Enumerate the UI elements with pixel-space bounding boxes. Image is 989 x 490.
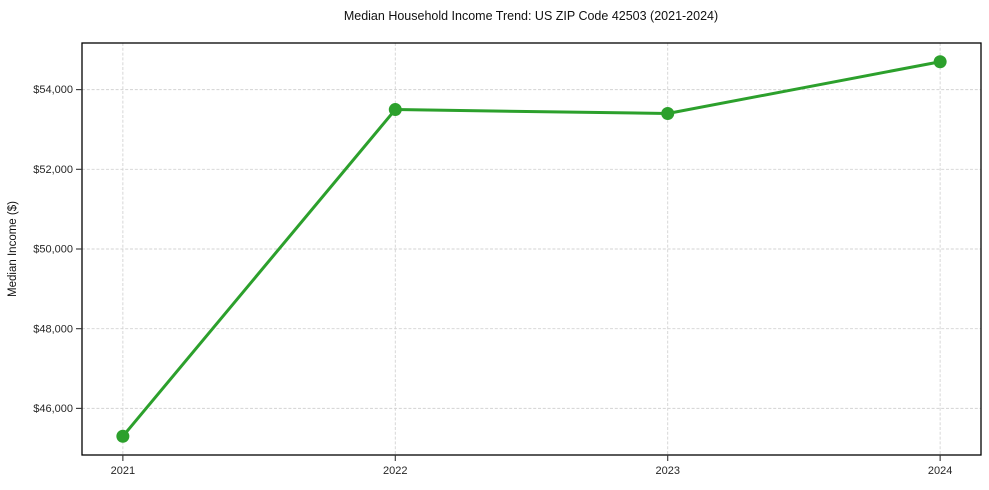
plot-area: $46,000 $48,000 $50,000 $52,000 $54,000 2021 2…: [33, 42, 982, 477]
y-tick-label: $50,000: [33, 244, 73, 256]
data-point-2024: [933, 55, 947, 69]
y-tick-label: $48,000: [33, 323, 73, 335]
chart-title: Median Household Income Trend: US ZIP Co…: [344, 9, 718, 23]
x-tick-label: 2024: [928, 465, 952, 477]
data-point-2023: [661, 107, 675, 121]
data-point-2022: [388, 103, 402, 117]
trend-line: [121, 60, 942, 438]
y-tick-label: $54,000: [33, 84, 73, 96]
x-tick-label: 2022: [383, 465, 407, 477]
y-tick-label: $46,000: [33, 403, 73, 415]
x-tick-label: 2021: [111, 465, 135, 477]
y-axis-label: Median Income ($): [7, 201, 19, 297]
y-tick-label: $52,000: [33, 164, 73, 176]
data-point-2021: [116, 429, 130, 443]
x-tick-label: 2023: [655, 465, 679, 477]
